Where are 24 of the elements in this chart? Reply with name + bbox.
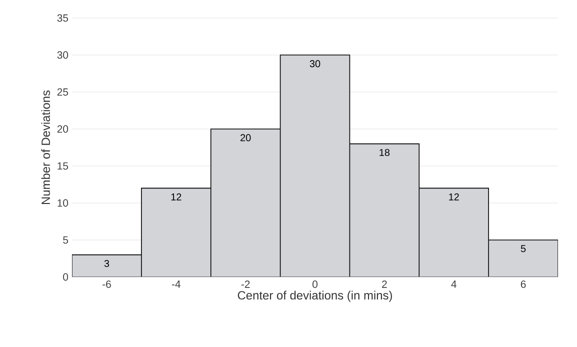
data-label: 12 (449, 193, 459, 200)
y-tick-label: 10 (58, 199, 68, 207)
x-axis-title: Center of deviations (in mins) (238, 290, 392, 302)
y-tick-label: 35 (57, 14, 68, 22)
y-tick-label: 15 (58, 162, 68, 170)
y-tick-label: 25 (57, 88, 68, 96)
y-tick-label: 5 (63, 236, 68, 244)
y-tick-label: 20 (57, 125, 68, 133)
x-tick-label: -4 (172, 280, 180, 288)
y-axis-title: Number of Deviations (41, 90, 50, 204)
data-label: 12 (171, 193, 182, 200)
data-label: 3 (104, 260, 110, 268)
data-label: 30 (310, 60, 320, 68)
x-tick-label: 6 (520, 280, 526, 288)
y-tick-label: 0 (63, 273, 68, 281)
x-tick-label: -2 (241, 280, 250, 288)
x-tick-label: 2 (382, 280, 387, 288)
data-label: 18 (380, 148, 390, 156)
x-tick-label: 0 (312, 280, 318, 288)
x-tick-label: -6 (102, 280, 111, 288)
data-label: 5 (520, 245, 526, 252)
data-label: 20 (240, 134, 251, 142)
x-tick-label: 4 (451, 280, 456, 288)
y-tick-label: 30 (57, 51, 68, 59)
